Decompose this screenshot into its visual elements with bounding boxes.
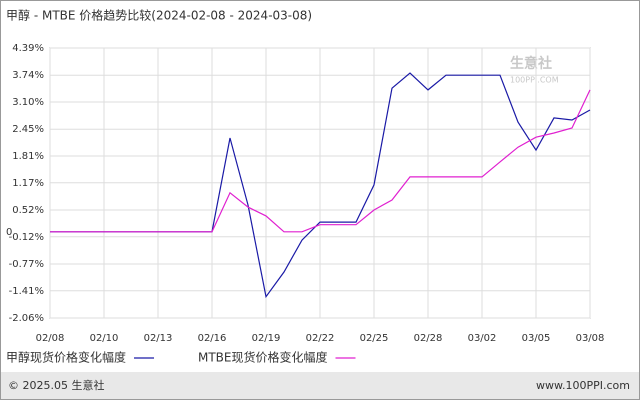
x-tick-label: 02/10 bbox=[90, 333, 119, 344]
y-tick-label: -2.06% bbox=[9, 313, 44, 324]
x-tick-label: 03/05 bbox=[522, 333, 551, 344]
series-line bbox=[50, 89, 591, 233]
watermark-url: 100PPI.COM bbox=[510, 76, 559, 85]
y-tick-label: 0 bbox=[6, 227, 12, 238]
y-tick-label: 3.74% bbox=[12, 70, 44, 81]
watermark-name: 生意社 bbox=[510, 55, 552, 72]
y-tick-label: -0.12% bbox=[9, 232, 44, 243]
x-tick-label: 03/08 bbox=[576, 333, 605, 344]
y-tick-label: 4.39% bbox=[12, 43, 44, 54]
x-tick-label: 02/25 bbox=[360, 333, 389, 344]
x-tick-label: 02/28 bbox=[414, 333, 443, 344]
chart-title: 甲醇 - MTBE 价格趋势比较(2024-02-08 - 2024-03-08… bbox=[6, 8, 312, 23]
legend-label: 甲醇现货价格变化幅度 bbox=[6, 350, 126, 365]
y-tick-label: 3.10% bbox=[12, 97, 44, 108]
x-tick-label: 02/22 bbox=[306, 333, 335, 344]
footer-copyright: © 2025.05 生意社 bbox=[8, 378, 104, 392]
x-tick-label: 02/16 bbox=[198, 333, 227, 344]
x-tick-label: 02/19 bbox=[252, 333, 281, 344]
y-tick-label: 0.52% bbox=[12, 205, 44, 216]
y-tick-label: 1.17% bbox=[12, 178, 44, 189]
x-tick-label: 02/13 bbox=[144, 333, 173, 344]
x-tick-label: 02/08 bbox=[36, 333, 65, 344]
footer-bar bbox=[1, 372, 639, 399]
y-tick-label: -0.77% bbox=[9, 259, 44, 270]
legend-label: MTBE现货价格变化幅度 bbox=[198, 350, 328, 365]
y-tick-label: 1.81% bbox=[12, 151, 44, 162]
y-tick-label: 2.45% bbox=[12, 124, 44, 135]
footer-site: www.100PPI.com bbox=[536, 379, 630, 392]
y-tick-label: -1.41% bbox=[9, 286, 44, 297]
x-tick-label: 03/02 bbox=[468, 333, 497, 344]
